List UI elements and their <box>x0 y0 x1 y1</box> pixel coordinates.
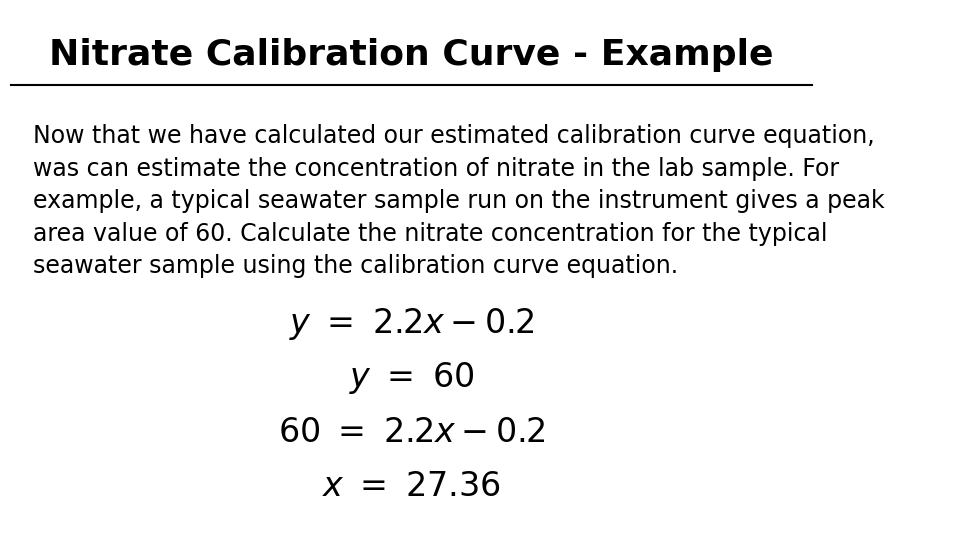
Text: Nitrate Calibration Curve - Example: Nitrate Calibration Curve - Example <box>49 38 774 72</box>
Text: Now that we have calculated our estimated calibration curve equation,
was can es: Now that we have calculated our estimate… <box>33 124 884 279</box>
Text: $y \ = \ 2.2x - 0.2$: $y \ = \ 2.2x - 0.2$ <box>289 306 534 342</box>
Text: $y \ = \ 60$: $y \ = \ 60$ <box>348 360 474 396</box>
Text: $x \ = \ 27.36$: $x \ = \ 27.36$ <box>322 469 501 503</box>
Text: $60 \ = \ 2.2x - 0.2$: $60 \ = \ 2.2x - 0.2$ <box>277 415 545 449</box>
